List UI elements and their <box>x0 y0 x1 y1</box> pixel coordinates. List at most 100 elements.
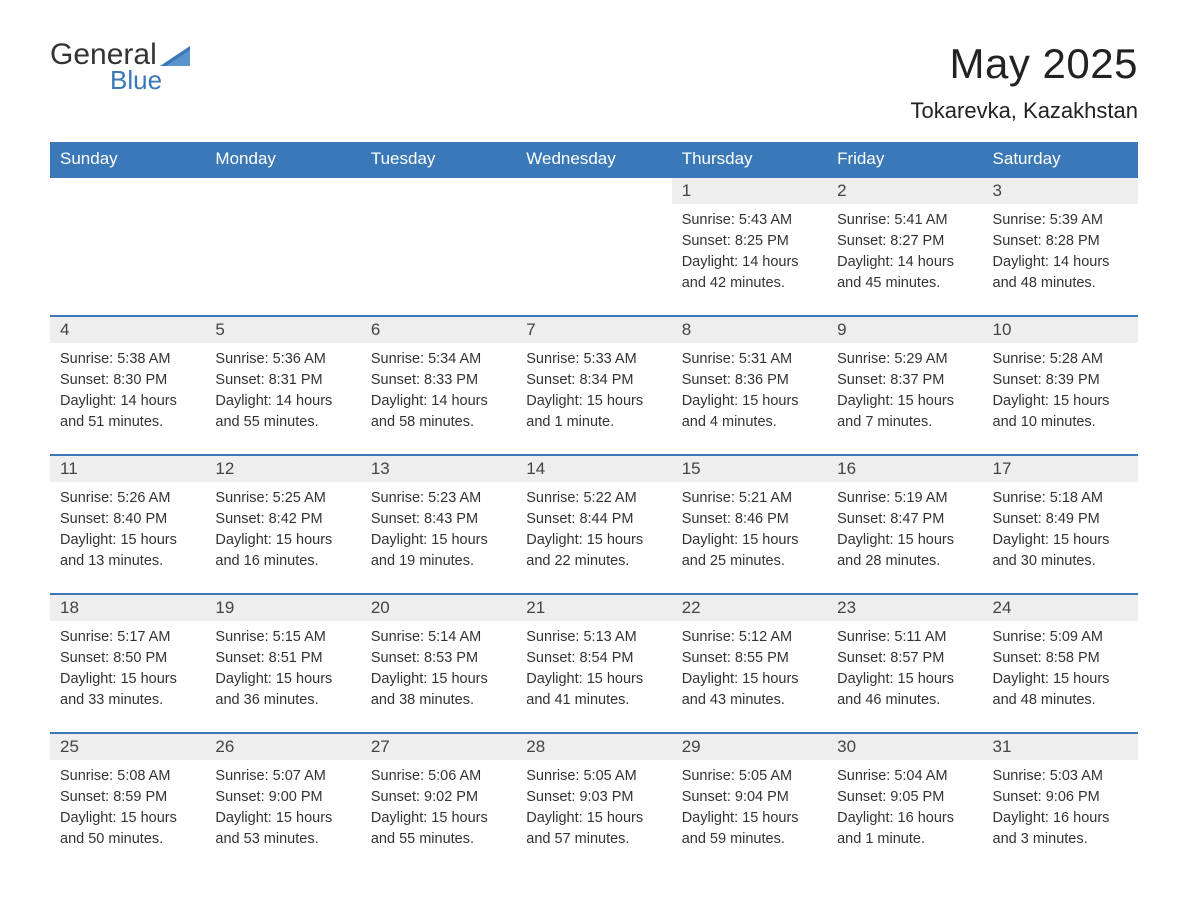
daylight-line: Daylight: 14 hours and 42 minutes. <box>682 252 817 294</box>
dayhead-thursday: Thursday <box>672 142 827 177</box>
week-detail-row: Sunrise: 5:08 AMSunset: 8:59 PMDaylight:… <box>50 760 1138 854</box>
week-spacer <box>50 298 1138 316</box>
daylight-line: Daylight: 15 hours and 22 minutes. <box>526 530 661 572</box>
sunset-line: Sunset: 9:03 PM <box>526 787 661 808</box>
sunset-line: Sunset: 9:04 PM <box>682 787 817 808</box>
sunset-line: Sunset: 8:59 PM <box>60 787 195 808</box>
sunset-line: Sunset: 8:36 PM <box>682 370 817 391</box>
dayhead-monday: Monday <box>205 142 360 177</box>
sunrise-line: Sunrise: 5:33 AM <box>526 349 661 370</box>
sunset-line: Sunset: 8:42 PM <box>215 509 350 530</box>
day-detail-cell: Sunrise: 5:07 AMSunset: 9:00 PMDaylight:… <box>205 760 360 854</box>
day-detail-cell: Sunrise: 5:03 AMSunset: 9:06 PMDaylight:… <box>983 760 1138 854</box>
day-number-cell: 10 <box>983 316 1138 343</box>
dayhead-tuesday: Tuesday <box>361 142 516 177</box>
sunset-line: Sunset: 9:02 PM <box>371 787 506 808</box>
day-number-cell: 22 <box>672 594 827 621</box>
day-number-cell: 4 <box>50 316 205 343</box>
day-number-cell: 7 <box>516 316 671 343</box>
day-detail-cell: Sunrise: 5:36 AMSunset: 8:31 PMDaylight:… <box>205 343 360 437</box>
day-detail-cell: Sunrise: 5:43 AMSunset: 8:25 PMDaylight:… <box>672 204 827 298</box>
sunset-line: Sunset: 8:25 PM <box>682 231 817 252</box>
day-number-cell: 23 <box>827 594 982 621</box>
day-number-cell: 31 <box>983 733 1138 760</box>
day-detail-cell: Sunrise: 5:29 AMSunset: 8:37 PMDaylight:… <box>827 343 982 437</box>
day-number-cell: 25 <box>50 733 205 760</box>
day-detail-cell: Sunrise: 5:25 AMSunset: 8:42 PMDaylight:… <box>205 482 360 576</box>
day-detail-cell: Sunrise: 5:26 AMSunset: 8:40 PMDaylight:… <box>50 482 205 576</box>
daylight-line: Daylight: 15 hours and 7 minutes. <box>837 391 972 433</box>
sunset-line: Sunset: 8:58 PM <box>993 648 1128 669</box>
daylight-line: Daylight: 14 hours and 48 minutes. <box>993 252 1128 294</box>
sunrise-line: Sunrise: 5:19 AM <box>837 488 972 509</box>
sunset-line: Sunset: 8:39 PM <box>993 370 1128 391</box>
empty-cell <box>50 177 205 204</box>
daylight-line: Daylight: 15 hours and 36 minutes. <box>215 669 350 711</box>
day-detail-cell: Sunrise: 5:11 AMSunset: 8:57 PMDaylight:… <box>827 621 982 715</box>
week-daynum-row: 18192021222324 <box>50 594 1138 621</box>
week-daynum-row: 25262728293031 <box>50 733 1138 760</box>
sunset-line: Sunset: 8:37 PM <box>837 370 972 391</box>
dayhead-wednesday: Wednesday <box>516 142 671 177</box>
day-number-cell: 20 <box>361 594 516 621</box>
day-detail-cell: Sunrise: 5:04 AMSunset: 9:05 PMDaylight:… <box>827 760 982 854</box>
week-detail-row: Sunrise: 5:43 AMSunset: 8:25 PMDaylight:… <box>50 204 1138 298</box>
day-detail-cell: Sunrise: 5:05 AMSunset: 9:03 PMDaylight:… <box>516 760 671 854</box>
sunrise-line: Sunrise: 5:38 AM <box>60 349 195 370</box>
day-detail-cell: Sunrise: 5:14 AMSunset: 8:53 PMDaylight:… <box>361 621 516 715</box>
day-detail-cell: Sunrise: 5:18 AMSunset: 8:49 PMDaylight:… <box>983 482 1138 576</box>
daylight-line: Daylight: 15 hours and 4 minutes. <box>682 391 817 433</box>
day-detail-cell: Sunrise: 5:21 AMSunset: 8:46 PMDaylight:… <box>672 482 827 576</box>
sunrise-line: Sunrise: 5:26 AM <box>60 488 195 509</box>
day-detail-cell: Sunrise: 5:34 AMSunset: 8:33 PMDaylight:… <box>361 343 516 437</box>
daylight-line: Daylight: 16 hours and 1 minute. <box>837 808 972 850</box>
sunset-line: Sunset: 8:33 PM <box>371 370 506 391</box>
sunset-line: Sunset: 8:31 PM <box>215 370 350 391</box>
day-detail-cell: Sunrise: 5:17 AMSunset: 8:50 PMDaylight:… <box>50 621 205 715</box>
day-detail-cell: Sunrise: 5:13 AMSunset: 8:54 PMDaylight:… <box>516 621 671 715</box>
day-detail-cell: Sunrise: 5:28 AMSunset: 8:39 PMDaylight:… <box>983 343 1138 437</box>
sunrise-line: Sunrise: 5:12 AM <box>682 627 817 648</box>
sunset-line: Sunset: 8:50 PM <box>60 648 195 669</box>
sunrise-line: Sunrise: 5:06 AM <box>371 766 506 787</box>
dayhead-friday: Friday <box>827 142 982 177</box>
daylight-line: Daylight: 14 hours and 55 minutes. <box>215 391 350 433</box>
day-number-cell: 5 <box>205 316 360 343</box>
day-number-cell: 15 <box>672 455 827 482</box>
sunrise-line: Sunrise: 5:11 AM <box>837 627 972 648</box>
sunrise-line: Sunrise: 5:43 AM <box>682 210 817 231</box>
day-number-cell: 28 <box>516 733 671 760</box>
sunrise-line: Sunrise: 5:39 AM <box>993 210 1128 231</box>
day-number-cell: 17 <box>983 455 1138 482</box>
daylight-line: Daylight: 15 hours and 55 minutes. <box>371 808 506 850</box>
daylight-line: Daylight: 15 hours and 10 minutes. <box>993 391 1128 433</box>
daylight-line: Daylight: 15 hours and 59 minutes. <box>682 808 817 850</box>
sunset-line: Sunset: 8:40 PM <box>60 509 195 530</box>
daylight-line: Daylight: 15 hours and 25 minutes. <box>682 530 817 572</box>
day-detail-cell: Sunrise: 5:15 AMSunset: 8:51 PMDaylight:… <box>205 621 360 715</box>
day-number-cell: 26 <box>205 733 360 760</box>
day-detail-cell: Sunrise: 5:33 AMSunset: 8:34 PMDaylight:… <box>516 343 671 437</box>
dayhead-saturday: Saturday <box>983 142 1138 177</box>
empty-cell <box>516 177 671 204</box>
daylight-line: Daylight: 15 hours and 16 minutes. <box>215 530 350 572</box>
week-spacer <box>50 576 1138 594</box>
sunrise-line: Sunrise: 5:14 AM <box>371 627 506 648</box>
sunset-line: Sunset: 8:57 PM <box>837 648 972 669</box>
sunrise-line: Sunrise: 5:17 AM <box>60 627 195 648</box>
day-detail-cell: Sunrise: 5:08 AMSunset: 8:59 PMDaylight:… <box>50 760 205 854</box>
sunrise-line: Sunrise: 5:09 AM <box>993 627 1128 648</box>
daylight-line: Daylight: 15 hours and 19 minutes. <box>371 530 506 572</box>
month-title: May 2025 <box>911 40 1138 88</box>
day-number-cell: 30 <box>827 733 982 760</box>
empty-cell <box>205 177 360 204</box>
daylight-line: Daylight: 15 hours and 33 minutes. <box>60 669 195 711</box>
day-number-cell: 27 <box>361 733 516 760</box>
day-detail-cell: Sunrise: 5:12 AMSunset: 8:55 PMDaylight:… <box>672 621 827 715</box>
sunrise-line: Sunrise: 5:21 AM <box>682 488 817 509</box>
day-number-cell: 18 <box>50 594 205 621</box>
sunrise-line: Sunrise: 5:18 AM <box>993 488 1128 509</box>
sunrise-line: Sunrise: 5:31 AM <box>682 349 817 370</box>
sunset-line: Sunset: 8:51 PM <box>215 648 350 669</box>
sunset-line: Sunset: 8:44 PM <box>526 509 661 530</box>
